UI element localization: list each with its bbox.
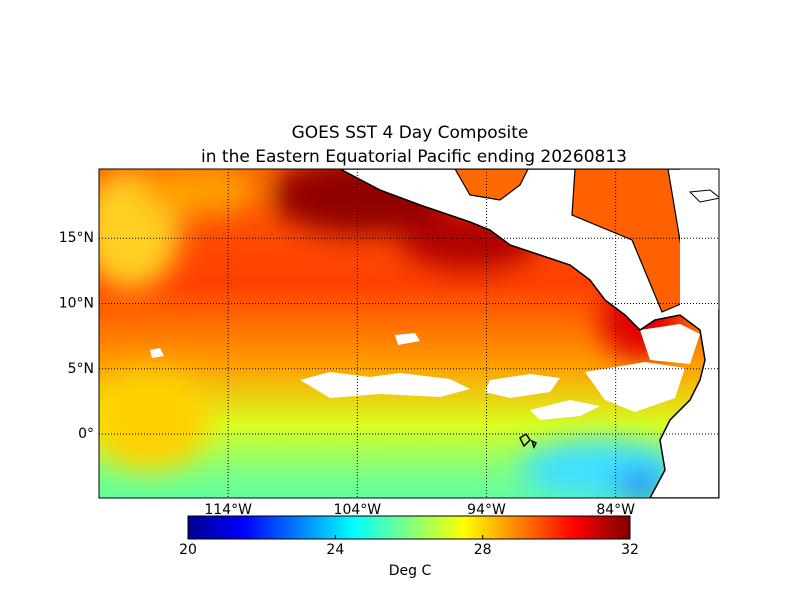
lon-label: 94°W xyxy=(467,502,506,518)
colorbar xyxy=(187,515,631,540)
lat-label: 0° xyxy=(78,426,94,442)
map-frame xyxy=(98,168,720,499)
lon-label: 84°W xyxy=(596,502,635,518)
lat-label: 5°N xyxy=(68,361,94,377)
colorbar-label: Deg C xyxy=(389,563,432,579)
title-line: GOES SST 4 Day Composite xyxy=(292,123,529,143)
lon-label: 104°W xyxy=(334,502,382,518)
lat-label: 10°N xyxy=(59,295,94,311)
sst-field xyxy=(99,169,719,498)
colorbar-tick-label: 28 xyxy=(474,542,492,558)
lat-label: 15°N xyxy=(59,230,94,246)
title-line: in the Eastern Equatorial Pacific ending… xyxy=(201,147,627,167)
colorbar-tick-label: 32 xyxy=(621,542,639,558)
colorbar-tick-label: 24 xyxy=(326,542,344,558)
colorbar-tick-label: 20 xyxy=(179,542,197,558)
lon-label: 114°W xyxy=(204,502,252,518)
